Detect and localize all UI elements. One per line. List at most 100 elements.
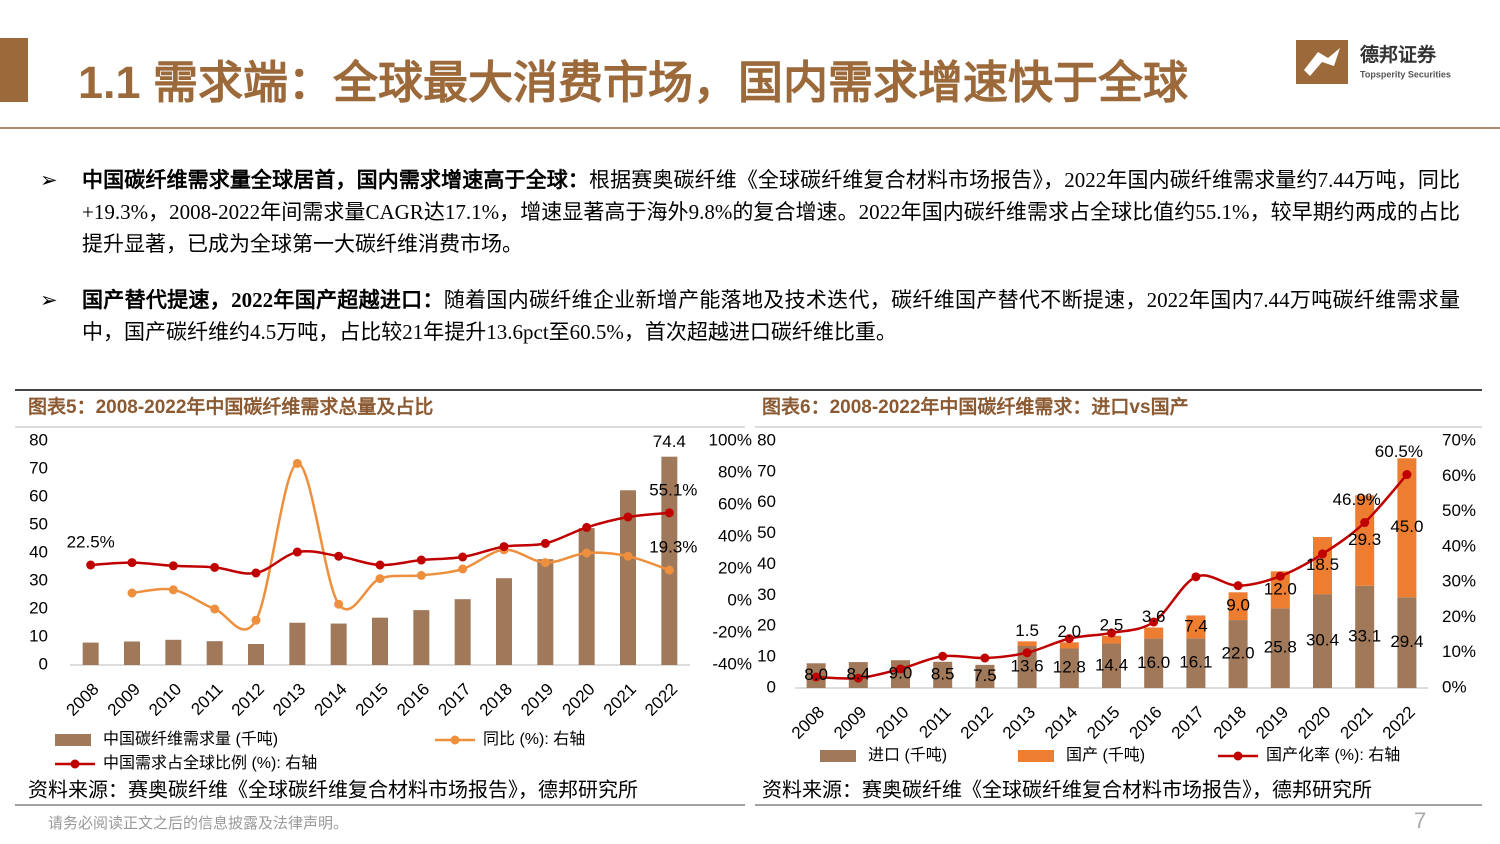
data-label: 2.0 xyxy=(1057,622,1081,641)
y-tick-label: 40 xyxy=(29,542,48,561)
point xyxy=(210,604,220,614)
bar xyxy=(1144,638,1164,688)
data-label: 12.8 xyxy=(1053,658,1086,677)
data-label: 7.5 xyxy=(973,666,997,685)
point xyxy=(416,555,426,565)
data-label: 55.1% xyxy=(649,480,697,499)
x-tick-label: 2022 xyxy=(1379,703,1419,743)
y-tick-label: 80 xyxy=(29,430,48,449)
x-tick-label: 2012 xyxy=(228,680,268,720)
data-label: 46.9% xyxy=(1333,490,1381,509)
bar xyxy=(165,639,182,665)
data-label: 60.5% xyxy=(1375,442,1423,461)
x-tick-label: 2021 xyxy=(1337,703,1377,743)
x-tick-label: 2013 xyxy=(269,680,309,720)
data-label: 74.4 xyxy=(653,432,686,451)
legend-marker xyxy=(70,759,80,769)
data-label: 12.0 xyxy=(1264,579,1297,598)
x-tick-label: 2019 xyxy=(517,680,557,720)
point xyxy=(1318,549,1327,559)
point xyxy=(458,564,468,574)
data-label: 14.4 xyxy=(1095,655,1128,674)
x-tick-label: 2015 xyxy=(352,680,392,720)
data-label: 45.0 xyxy=(1390,517,1423,536)
y-tick-label: 20 xyxy=(757,616,776,635)
y2-tick-label: 70% xyxy=(1442,430,1476,449)
point xyxy=(499,542,509,552)
chart-source: 资料来源：赛奥碳纤维《全球碳纤维复合材料市场报告》，德邦研究所 xyxy=(762,778,1372,801)
bar xyxy=(454,599,471,665)
legend-label: 国产 (千吨) xyxy=(1066,746,1145,764)
point xyxy=(582,522,592,532)
point xyxy=(896,664,905,674)
data-label: 16.0 xyxy=(1137,653,1170,672)
legend-swatch xyxy=(1018,750,1054,762)
y2-tick-label: 30% xyxy=(1442,572,1476,591)
bar xyxy=(496,578,512,665)
bar xyxy=(975,664,995,688)
chart-title: 图表6：2008-2022年中国碳纤维需求：进口vs国产 xyxy=(762,395,1189,418)
x-tick-label: 2021 xyxy=(600,680,640,720)
legend-swatch xyxy=(820,750,856,762)
bullet-text: 根据赛奥碳纤维《全球碳纤维复合材料市场报告》，2022年国内碳纤维需求量约7.4… xyxy=(82,168,1460,256)
bar xyxy=(1102,635,1121,644)
bullet-lead: 中国碳纤维需求量全球居首，国内需求增速高于全球： xyxy=(82,168,589,192)
bar xyxy=(578,528,595,665)
x-tick-label: 2013 xyxy=(999,703,1039,743)
point xyxy=(1402,470,1412,480)
x-tick-label: 2019 xyxy=(1252,703,1292,743)
bar xyxy=(1313,594,1332,688)
data-label: 18.5 xyxy=(1306,555,1339,574)
x-tick-label: 2010 xyxy=(145,680,185,720)
bar xyxy=(1270,571,1290,609)
x-tick-label: 2011 xyxy=(187,680,226,719)
point xyxy=(127,558,137,568)
data-label: 2.5 xyxy=(1100,615,1124,634)
point xyxy=(623,512,633,522)
bar xyxy=(206,641,223,665)
legend-label: 国产化率 (%): 右轴 xyxy=(1266,746,1400,764)
x-tick-label: 2011 xyxy=(915,703,954,742)
y-tick-label: 80 xyxy=(757,430,776,449)
data-label: 9.0 xyxy=(1226,596,1250,615)
logo-mark xyxy=(1304,48,1340,76)
y-tick-label: 50 xyxy=(29,514,48,533)
data-label: 30.4 xyxy=(1306,631,1339,650)
y-tick-label: 10 xyxy=(29,626,48,645)
data-label: 22.0 xyxy=(1222,644,1255,663)
point xyxy=(375,574,385,584)
data-label: 7.4 xyxy=(1184,616,1208,635)
point xyxy=(168,561,178,571)
point xyxy=(334,599,344,609)
bar xyxy=(124,641,140,665)
x-tick-label: 2008 xyxy=(788,703,828,743)
logo-subtitle: Topsperity Securities xyxy=(1360,69,1451,79)
y2-tick-label: 0% xyxy=(727,590,752,609)
x-tick-label: 2012 xyxy=(957,703,997,743)
y-tick-label: 0 xyxy=(39,654,48,673)
bar xyxy=(1228,592,1248,621)
page-number: 7 xyxy=(1414,808,1427,833)
x-tick-label: 2020 xyxy=(558,680,598,720)
disclaimer: 请务必阅读正文之后的信息披露及法律声明。 xyxy=(48,815,349,832)
point xyxy=(1022,648,1032,658)
x-tick-label: 2009 xyxy=(104,680,144,720)
chart-title: 图表5：2008-2022年中国碳纤维需求总量及占比 xyxy=(28,395,433,418)
bar xyxy=(330,623,347,665)
bar xyxy=(248,644,264,665)
point xyxy=(853,673,863,683)
slide-title: 1.1 需求端：全球最大消费市场，国内需求增速快于全球 xyxy=(78,57,1189,108)
y-tick-label: 20 xyxy=(29,598,48,617)
header-rule xyxy=(0,127,1500,129)
point xyxy=(334,551,344,561)
point xyxy=(1149,617,1159,627)
y2-tick-label: 0% xyxy=(1442,677,1467,696)
point xyxy=(1107,628,1116,638)
y2-tick-label: -40% xyxy=(712,654,752,673)
point xyxy=(540,538,550,548)
y2-tick-label: 10% xyxy=(1442,642,1476,661)
data-label: 22.5% xyxy=(67,532,115,551)
data-label: 13.6 xyxy=(1011,656,1044,675)
